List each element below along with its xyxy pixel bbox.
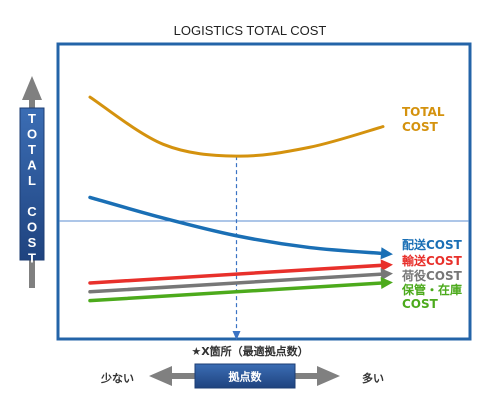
y-axis-label-char: C bbox=[27, 204, 37, 219]
y-axis-label-char: T bbox=[28, 111, 36, 126]
series-line-1 bbox=[88, 95, 385, 158]
series-lines bbox=[88, 95, 393, 303]
reference-lines bbox=[59, 156, 469, 340]
y-axis-label-char: O bbox=[27, 127, 37, 142]
y-axis-label-char: T bbox=[28, 251, 36, 266]
series-label-1: TOTAL COST bbox=[402, 105, 445, 134]
x-axis-label: 拠点数 bbox=[229, 370, 263, 384]
x-axis-label-box bbox=[194, 363, 296, 389]
y-axis-label-char: T bbox=[28, 142, 36, 157]
optimum-label: ★X箇所（最適拠点数） bbox=[191, 344, 308, 358]
series-arrow-5 bbox=[380, 277, 393, 290]
series-arrow-2 bbox=[380, 247, 393, 260]
series-line-3 bbox=[88, 263, 385, 285]
series-label-3: 輸送COST bbox=[402, 253, 463, 268]
optimum-arrow-head bbox=[232, 331, 241, 340]
x-axis-low-label: 少ない bbox=[100, 371, 134, 385]
series-arrow-4 bbox=[380, 268, 393, 281]
y-axis-label-char: L bbox=[28, 173, 36, 188]
y-axis-label-char: A bbox=[27, 158, 37, 173]
series-label-2: 配送COST bbox=[402, 237, 463, 252]
x-axis-high-label: 多い bbox=[362, 371, 384, 385]
series-line-2 bbox=[88, 195, 385, 256]
chart-title: LOGISTICS TOTAL COST bbox=[174, 23, 327, 38]
series-arrow-3 bbox=[380, 259, 393, 272]
y-axis-label-char: O bbox=[27, 220, 37, 235]
y-axis-label-char: S bbox=[28, 235, 37, 250]
series-label-4: 荷役COST bbox=[401, 268, 463, 283]
series-line-4 bbox=[88, 272, 385, 294]
series-line-5 bbox=[88, 281, 385, 303]
y-axis-label-box bbox=[19, 107, 45, 261]
series-label-5: 保管・在庫 COST bbox=[401, 282, 462, 311]
